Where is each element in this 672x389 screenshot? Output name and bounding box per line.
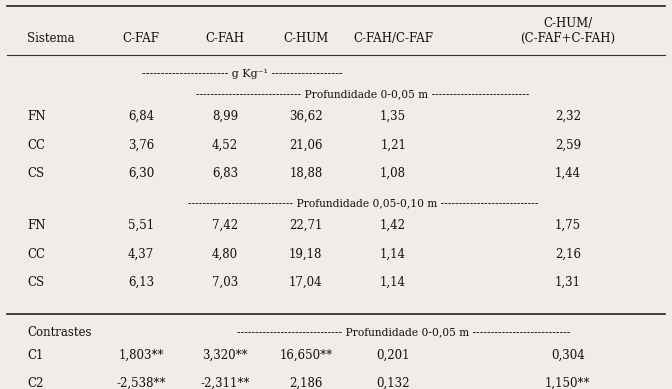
Text: 0,201: 0,201 <box>376 349 410 362</box>
Text: ----------------------------- Profundidade 0,05-0,10 m -------------------------: ----------------------------- Profundida… <box>187 198 538 208</box>
Text: C-HUM: C-HUM <box>283 32 329 46</box>
Text: -2,311**: -2,311** <box>200 377 250 389</box>
Text: 2,186: 2,186 <box>289 377 323 389</box>
Text: 1,35: 1,35 <box>380 110 406 123</box>
Text: 18,88: 18,88 <box>289 167 323 180</box>
Text: 1,42: 1,42 <box>380 219 406 232</box>
Text: ----------------------- g Kg⁻¹ -------------------: ----------------------- g Kg⁻¹ ---------… <box>142 69 342 79</box>
Text: CS: CS <box>27 276 44 289</box>
Text: 6,13: 6,13 <box>128 276 154 289</box>
Text: Contrastes: Contrastes <box>27 326 91 339</box>
Text: C2: C2 <box>27 377 43 389</box>
Text: 22,71: 22,71 <box>289 219 323 232</box>
Text: C-FAH: C-FAH <box>206 32 245 46</box>
Text: CC: CC <box>27 247 45 261</box>
Text: 8,99: 8,99 <box>212 110 238 123</box>
Text: 1,803**: 1,803** <box>118 349 164 362</box>
Text: 17,04: 17,04 <box>289 276 323 289</box>
Text: 0,304: 0,304 <box>551 349 585 362</box>
Text: 3,320**: 3,320** <box>202 349 248 362</box>
Text: 1,150**: 1,150** <box>545 377 591 389</box>
Text: C-FAF: C-FAF <box>122 32 160 46</box>
Text: C-HUM/: C-HUM/ <box>543 17 593 30</box>
Text: -2,538**: -2,538** <box>116 377 166 389</box>
Text: 7,42: 7,42 <box>212 219 238 232</box>
Text: 1,44: 1,44 <box>555 167 581 180</box>
Text: 6,84: 6,84 <box>128 110 154 123</box>
Text: ----------------------------- Profundidade 0-0,05 m ---------------------------: ----------------------------- Profundida… <box>237 328 570 338</box>
Text: 2,59: 2,59 <box>555 138 581 152</box>
Text: 0,132: 0,132 <box>376 377 410 389</box>
Text: 5,51: 5,51 <box>128 219 154 232</box>
Text: 16,650**: 16,650** <box>279 349 333 362</box>
Text: 2,32: 2,32 <box>555 110 581 123</box>
Text: 3,76: 3,76 <box>128 138 155 152</box>
Text: 4,52: 4,52 <box>212 138 238 152</box>
Text: 6,83: 6,83 <box>212 167 238 180</box>
Text: 1,75: 1,75 <box>555 219 581 232</box>
Text: 1,14: 1,14 <box>380 276 406 289</box>
Text: 19,18: 19,18 <box>289 247 323 261</box>
Text: ----------------------------- Profundidade 0-0,05 m ---------------------------: ----------------------------- Profundida… <box>196 89 530 99</box>
Text: C1: C1 <box>27 349 43 362</box>
Text: CS: CS <box>27 167 44 180</box>
Text: 6,30: 6,30 <box>128 167 155 180</box>
Text: Sistema: Sistema <box>27 32 75 46</box>
Text: 2,16: 2,16 <box>555 247 581 261</box>
Text: 4,80: 4,80 <box>212 247 238 261</box>
Text: 7,03: 7,03 <box>212 276 239 289</box>
Text: FN: FN <box>27 110 46 123</box>
Text: FN: FN <box>27 219 46 232</box>
Text: C-FAH/C-FAF: C-FAH/C-FAF <box>353 32 433 46</box>
Text: 1,21: 1,21 <box>380 138 406 152</box>
Text: 1,14: 1,14 <box>380 247 406 261</box>
Text: 1,08: 1,08 <box>380 167 406 180</box>
Text: 1,31: 1,31 <box>555 276 581 289</box>
Text: 4,37: 4,37 <box>128 247 155 261</box>
Text: (C-FAF+C-FAH): (C-FAF+C-FAH) <box>520 32 616 46</box>
Text: 21,06: 21,06 <box>289 138 323 152</box>
Text: CC: CC <box>27 138 45 152</box>
Text: 36,62: 36,62 <box>289 110 323 123</box>
